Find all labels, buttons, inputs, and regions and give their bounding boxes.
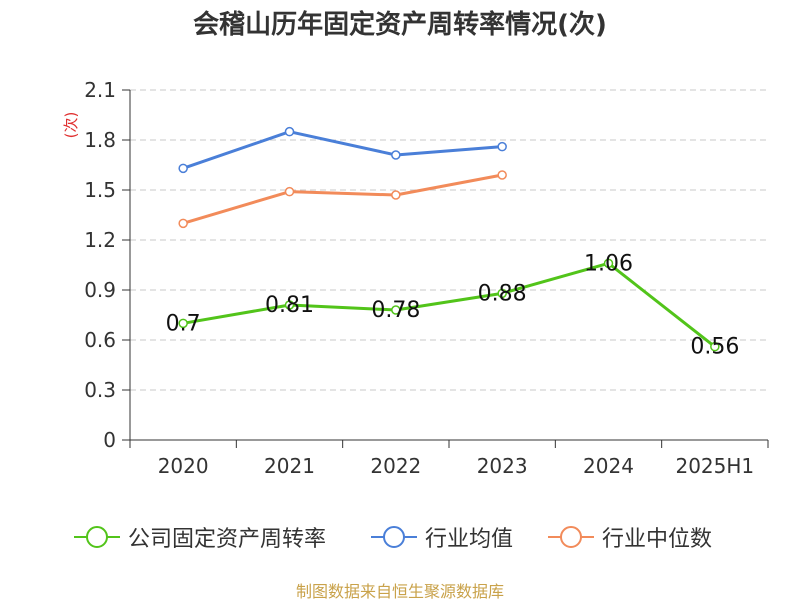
data-point [284,126,295,137]
data-point [497,141,507,152]
series-line-1 [182,130,503,170]
y-tick-label: 0 [103,428,116,452]
x-tick-label: 2021 [264,454,315,478]
grid-lines [130,89,768,391]
data-labels: 0.7 0.81 0.78 0.88 1.06 0.56 [166,251,740,359]
data-label: 0.88 [478,281,527,306]
series-lines [178,126,720,352]
data-label: 1.06 [584,251,633,276]
x-tick-label: 2020 [158,454,209,478]
series-line-0 [182,261,716,348]
y-tick-label: 0.3 [84,378,116,402]
data-point [497,288,507,299]
legend-item-industry-median[interactable]: 行业中位数 [546,520,712,554]
data-point [284,300,295,310]
legend-marker-company [74,526,120,548]
source-note: 制图数据来自恒生聚源数据库 [295,582,504,601]
y-tick-label: 0.9 [84,278,116,302]
y-tick-label: 1.5 [84,178,116,202]
x-tick-label: 2023 [477,454,528,478]
x-tick-label: 2024 [583,454,634,478]
y-tick-label: 2.1 [84,78,116,102]
data-point [710,341,720,352]
y-tick-label: 1.8 [84,128,116,152]
legend-item-company[interactable]: 公司固定资产周转率 [72,520,326,554]
y-tick-label: 1.2 [84,228,116,252]
data-label: 0.81 [265,293,314,318]
data-point [284,186,295,197]
x-tick-label: 2022 [370,454,421,478]
y-tick-label: 0.6 [84,328,116,352]
data-point [391,190,401,200]
data-point [178,163,188,174]
legend-label-industry-mean: 行业均值 [425,527,514,552]
y-axis-title: (次) [62,112,80,139]
x-tick-label: 2025H1 [675,454,754,478]
data-point [497,170,507,180]
data-point [391,150,401,160]
data-point [603,258,614,269]
legend-label-industry-median: 行业中位数 [602,527,713,552]
legend-marker-industry-mean [371,526,417,548]
data-label: 0.56 [690,335,739,360]
data-point [178,318,188,329]
data-point [178,218,188,229]
chart-title: 会稽山历年固定资产周转率情况(次) [193,10,607,40]
series-line-2 [182,173,503,225]
axes: 0 0.3 0.6 0.9 1.2 1.5 1.8 2.1 2020 2021 2022 2023 20… [84,78,769,478]
data-label: 0.7 [166,311,201,336]
data-label: 0.78 [371,298,420,323]
legend-label-company: 公司固定资产周转率 [128,527,327,552]
data-point [391,305,401,315]
legend-item-industry-mean[interactable]: 行业均值 [369,520,513,554]
legend-marker-industry-median [548,526,594,548]
